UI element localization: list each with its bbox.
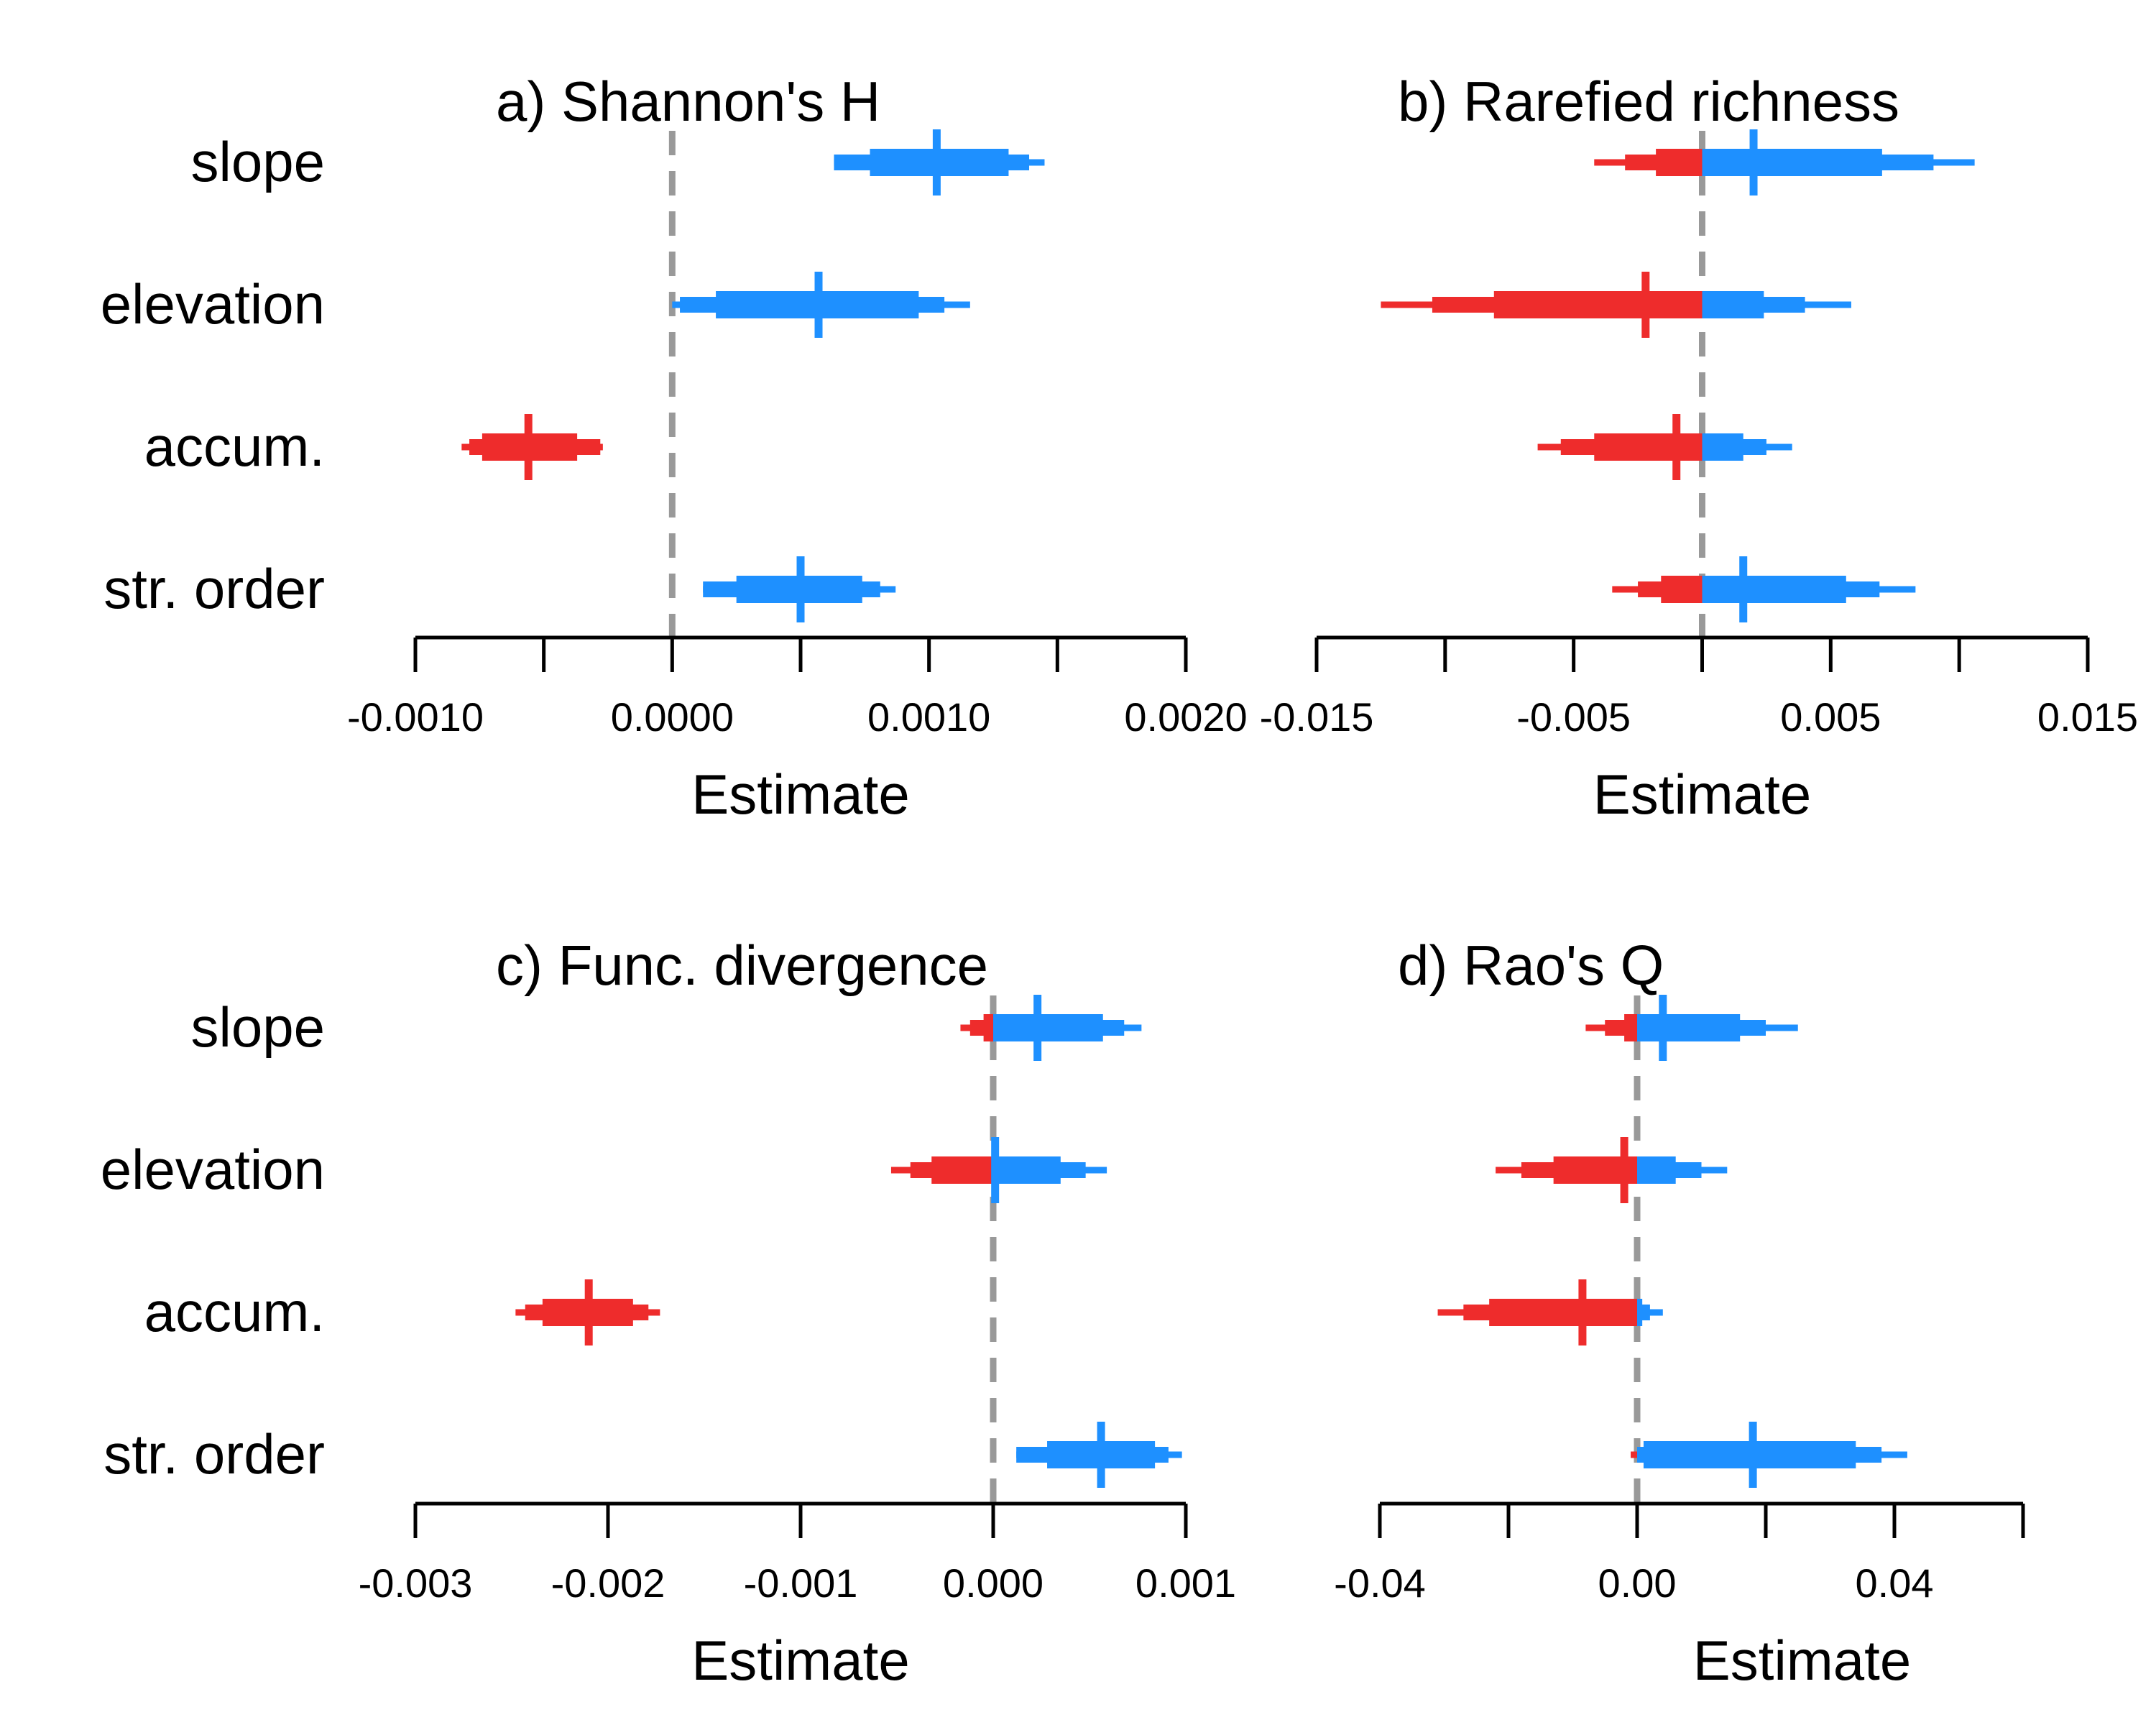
row-label: elevation	[101, 1138, 325, 1201]
median-mark	[524, 414, 533, 480]
x-tick-label: -0.002	[551, 1560, 665, 1606]
interval-row	[1437, 1279, 1663, 1346]
interval-50-negative	[1594, 433, 1703, 461]
interval-row: elevation	[101, 272, 970, 338]
x-axis: -0.04 0.00 0.04	[1334, 1501, 2025, 1606]
interval-row: str. order	[103, 1422, 1182, 1488]
interval-50-positive	[1637, 1156, 1676, 1184]
interval-50-positive	[1702, 291, 1764, 318]
interval-50-negative	[1493, 291, 1703, 318]
panel-2: b) Rarefied richness -0.015 -0.005 0.005 0.0…	[1260, 70, 2138, 826]
median-mark	[814, 272, 823, 338]
panel-title: c) Func. divergence	[496, 934, 988, 997]
panel-title: d) Rao's Q	[1398, 934, 1664, 997]
x-tick-label: 0.000	[943, 1560, 1044, 1606]
x-tick-label: -0.001	[744, 1560, 858, 1606]
x-tick-label: 0.0000	[611, 694, 734, 740]
panel-1: a) Shannon's H slope elevation accum. str. o…	[101, 70, 1248, 826]
row-label: slope	[191, 995, 325, 1059]
median-mark	[584, 1279, 593, 1346]
interval-row	[1496, 1137, 1728, 1203]
row-label: slope	[191, 130, 325, 193]
interval-50-positive	[1702, 149, 1882, 176]
interval-row	[1612, 556, 1916, 622]
interval-row: elevation	[101, 1137, 1107, 1203]
x-tick-label: 0.00	[1598, 1560, 1677, 1606]
median-mark	[1672, 414, 1681, 480]
interval-50-negative	[1656, 149, 1703, 176]
row-label: accum.	[144, 1280, 325, 1343]
interval-row: accum.	[144, 1279, 660, 1346]
x-tick-label: 0.0010	[867, 694, 990, 740]
interval-50-positive	[993, 1014, 1103, 1041]
x-tick-label: 0.001	[1135, 1560, 1236, 1606]
median-mark	[1749, 129, 1758, 196]
median-mark	[1033, 995, 1042, 1061]
median-mark	[1578, 1279, 1587, 1346]
panel-3: c) Func. divergence slope elevation accum. s…	[101, 934, 1236, 1692]
interval-50-negative	[1624, 1014, 1637, 1041]
x-axis-label: Estimate	[691, 1629, 909, 1692]
x-axis: -0.003 -0.002 -0.001 0.000 0.001	[359, 1501, 1236, 1606]
interval-50-negative	[1489, 1299, 1637, 1326]
x-tick-label: 0.005	[1780, 694, 1881, 740]
median-mark	[991, 1137, 1000, 1203]
x-tick-label: 0.0020	[1124, 694, 1247, 740]
x-tick-label: -0.015	[1260, 694, 1374, 740]
x-tick-label: 0.015	[2037, 694, 2138, 740]
x-axis-label: Estimate	[691, 763, 909, 826]
interval-50-negative	[931, 1156, 993, 1184]
interval-50-positive	[1702, 433, 1743, 461]
panel-4: d) Rao's Q -0.04 0.00 0.04 Estimate	[1334, 934, 2025, 1692]
x-axis: -0.015 -0.005 0.005 0.015	[1260, 635, 2138, 740]
interval-row: slope	[191, 995, 1142, 1061]
panel-title: a) Shannon's H	[496, 70, 880, 133]
median-mark	[1620, 1137, 1628, 1203]
row-label: accum.	[144, 415, 325, 478]
interval-95-negative	[1631, 1451, 1637, 1458]
interval-row	[1585, 995, 1798, 1061]
row-label: str. order	[103, 557, 325, 620]
interval-row	[1381, 272, 1851, 338]
interval-row	[1631, 1422, 1907, 1488]
x-tick-label: -0.04	[1334, 1560, 1426, 1606]
interval-row: slope	[191, 129, 1045, 196]
row-label: str. order	[103, 1422, 325, 1486]
panel-title: b) Rarefied richness	[1398, 70, 1899, 133]
interval-row: str. order	[103, 556, 896, 622]
x-axis: -0.0010 0.0000 0.0010 0.0020	[347, 635, 1248, 740]
interval-row	[1537, 414, 1792, 480]
x-axis-label: Estimate	[1593, 763, 1811, 826]
x-tick-label: -0.003	[359, 1560, 473, 1606]
x-axis-label: Estimate	[1693, 1629, 1911, 1692]
x-tick-label: 0.04	[1856, 1560, 1934, 1606]
x-tick-label: -0.0010	[347, 694, 484, 740]
row-label: elevation	[101, 272, 325, 336]
median-mark	[1659, 995, 1667, 1061]
x-tick-label: -0.005	[1516, 694, 1631, 740]
interval-50-positive	[1637, 1299, 1643, 1326]
interval-row	[1594, 129, 1975, 196]
interval-50-positive	[1637, 1014, 1741, 1041]
interval-row: accum.	[144, 414, 603, 480]
median-mark	[932, 129, 941, 196]
median-mark	[1749, 1422, 1757, 1488]
median-mark	[796, 556, 805, 622]
interval-50-negative	[1661, 576, 1703, 603]
median-mark	[1739, 556, 1748, 622]
median-mark	[1097, 1422, 1105, 1488]
interval-50-negative	[983, 1014, 993, 1041]
interval-50-positive	[993, 1156, 1061, 1184]
interval-50-positive	[1702, 576, 1846, 603]
median-mark	[1641, 272, 1650, 338]
